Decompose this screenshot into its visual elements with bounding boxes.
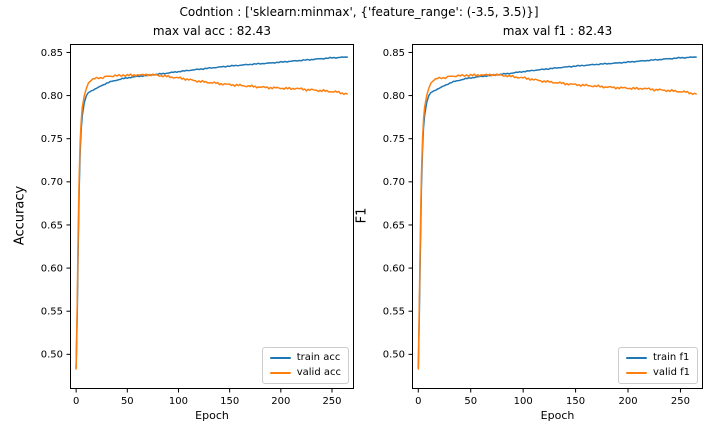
figure-suptitle: Codntion : ['sklearn:minmax', {'feature_…: [179, 5, 539, 19]
legend-label-valid-acc: valid acc: [296, 367, 341, 378]
x-tick-label: 100: [169, 396, 188, 407]
y-tick-label: 0.55: [41, 307, 63, 318]
x-tick-label: 100: [514, 396, 533, 407]
plot-frame: [70, 44, 354, 389]
legend-entry-valid-acc: valid acc: [269, 367, 341, 379]
x-tick-label: 0: [415, 396, 421, 407]
valid-acc-line-swatch: [269, 372, 291, 374]
subplot-accuracy: max val acc : 82.43 Accuracy Epoch 0.50 0…: [13, 24, 354, 422]
valid-f1-line-swatch: [625, 372, 647, 374]
subplot-accuracy-title: max val acc : 82.43: [152, 24, 272, 38]
y-tick-label: 0.70: [383, 177, 405, 188]
accuracy-axis-label: Accuracy: [12, 185, 28, 245]
y-tick-label: 0.65: [41, 220, 63, 231]
legend-label-valid-f1: valid f1: [652, 367, 690, 378]
y-tick-label: 0.80: [383, 91, 405, 102]
y-tick-label: 0.85: [41, 48, 63, 59]
y-tick-label: 0.60: [383, 263, 405, 274]
epoch-axis-label-left: Epoch: [195, 409, 229, 422]
x-tick-label: 150: [220, 396, 239, 407]
y-tick-label: 0.60: [41, 263, 63, 274]
y-tick-label: 0.80: [41, 91, 63, 102]
x-tick-label: 200: [618, 396, 637, 407]
plot-frame: [412, 44, 703, 389]
legend-label-train-acc: train acc: [296, 352, 341, 363]
train-acc-line-swatch: [269, 357, 291, 359]
y-tick-label: 0.55: [383, 307, 405, 318]
x-tick-label: 50: [464, 396, 477, 407]
train-f1-line-swatch: [625, 357, 647, 359]
legend-accuracy: train acc valid acc: [261, 347, 349, 384]
x-tick-label: 0: [73, 396, 79, 407]
legend-entry-valid-f1: valid f1: [625, 367, 690, 379]
y-tick-label: 0.70: [41, 177, 63, 188]
f1-axis-label: F1: [354, 207, 370, 223]
y-tick-label: 0.50: [41, 350, 63, 361]
series-line-train-acc: [75, 56, 349, 369]
epoch-axis-label-right: Epoch: [540, 409, 575, 422]
y-tick-label: 0.85: [383, 48, 405, 59]
legend-f1: train f1 valid f1: [617, 347, 698, 384]
x-tick-label: 200: [271, 396, 290, 407]
x-tick-label: 50: [121, 396, 134, 407]
x-tick-label: 250: [322, 396, 341, 407]
series-line-valid-acc: [75, 73, 349, 370]
subplot-f1-title: max val f1 : 82.43: [502, 24, 613, 38]
legend-entry-train-f1: train f1: [625, 352, 690, 364]
f1-plot-canvas: 0.50 0.55 0.60 0.65 0.70 0.75 0.80 0.85 0 50 100 15…: [383, 44, 703, 407]
accuracy-plot-canvas: 0.50 0.55 0.60 0.65 0.70 0.75 0.80 0.85 0 50 100 15…: [41, 44, 354, 407]
y-tick-label: 0.50: [383, 350, 405, 361]
x-tick-label: 250: [671, 396, 690, 407]
y-tick-label: 0.75: [383, 134, 405, 145]
series-line-valid-f1: [417, 73, 697, 370]
y-tick-label: 0.75: [41, 134, 63, 145]
x-tick-label: 150: [566, 396, 585, 407]
y-tick-label: 0.65: [383, 220, 405, 231]
legend-label-train-f1: train f1: [652, 352, 690, 363]
legend-entry-train-acc: train acc: [269, 352, 341, 364]
subplot-f1: max val f1 : 82.43 F1 Epoch 0.50 0.55 0.60…: [355, 24, 703, 422]
series-line-train-f1: [417, 56, 697, 369]
